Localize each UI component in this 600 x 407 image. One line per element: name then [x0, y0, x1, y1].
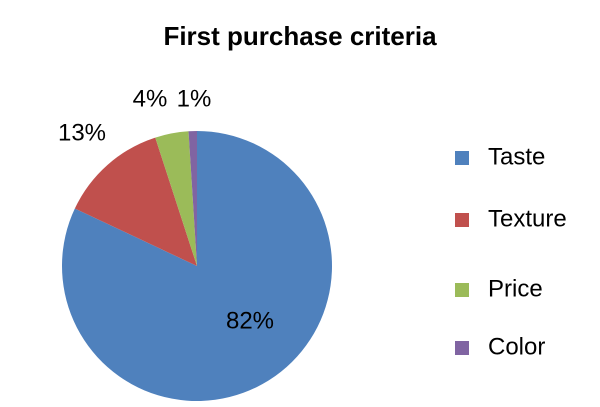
data-label: 1% [177, 85, 212, 112]
legend-swatch [455, 341, 469, 355]
legend-swatch [455, 283, 469, 297]
legend-label: Color [488, 333, 545, 360]
data-label: 82% [226, 307, 274, 334]
chart-title: First purchase criteria [163, 21, 437, 51]
legend-label: Texture [488, 205, 567, 232]
data-label: 13% [58, 119, 106, 146]
legend-label: Price [488, 275, 543, 302]
pie-slice [74, 137, 197, 266]
legend-swatch [455, 213, 469, 227]
legend-swatch [455, 151, 469, 165]
legend-label: Taste [488, 143, 545, 170]
pie-slice [188, 131, 197, 266]
data-label: 4% [133, 85, 168, 112]
pie-slice [155, 131, 197, 266]
